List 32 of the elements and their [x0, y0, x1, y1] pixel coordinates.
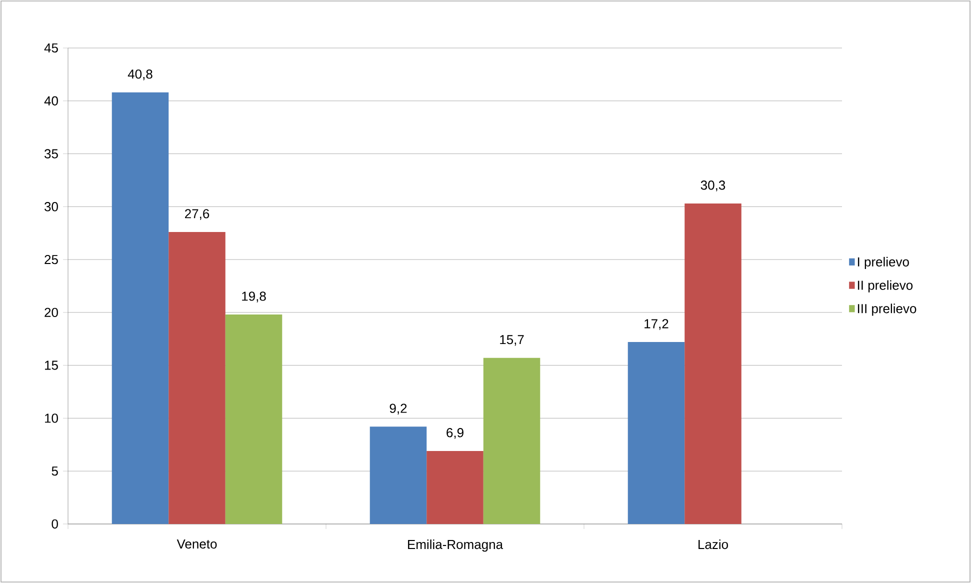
bar — [112, 92, 169, 524]
y-tick-label: 35 — [44, 149, 58, 158]
data-label: 9,2 — [390, 404, 407, 414]
y-tick-label: 45 — [44, 43, 58, 53]
legend-label: II prelievo — [858, 280, 913, 292]
bar — [225, 314, 282, 524]
legend-label: III prelievo — [858, 304, 916, 316]
data-label: 17,2 — [644, 319, 668, 330]
legend-label: I prelievo — [858, 256, 909, 270]
y-tick-label: 15 — [45, 360, 58, 370]
y-tick-label: 10 — [45, 414, 58, 423]
data-label: 6,9 — [446, 428, 464, 439]
y-tick-label: 30 — [44, 202, 58, 212]
bar — [168, 232, 226, 524]
bar — [426, 451, 484, 524]
y-tick-label: 40 — [44, 96, 58, 106]
y-tick-label: 5 — [52, 466, 58, 476]
data-label: 40,8 — [128, 69, 152, 80]
bar — [684, 203, 742, 524]
y-tick-label: 0 — [52, 519, 58, 529]
x-tick-label: Emilia-Romagna — [408, 540, 504, 552]
data-label: 30,3 — [700, 180, 726, 192]
data-label: 15,7 — [500, 335, 524, 346]
x-tick-label: Lazio — [698, 540, 728, 550]
y-tick-label: 20 — [44, 308, 58, 318]
data-label: 19,8 — [242, 292, 266, 302]
bar — [370, 426, 427, 524]
bar — [483, 358, 540, 524]
x-tick-label: Veneto — [176, 540, 217, 549]
y-tick-label: 25 — [44, 254, 58, 264]
bar — [628, 342, 685, 524]
data-label: 27,6 — [185, 209, 210, 220]
